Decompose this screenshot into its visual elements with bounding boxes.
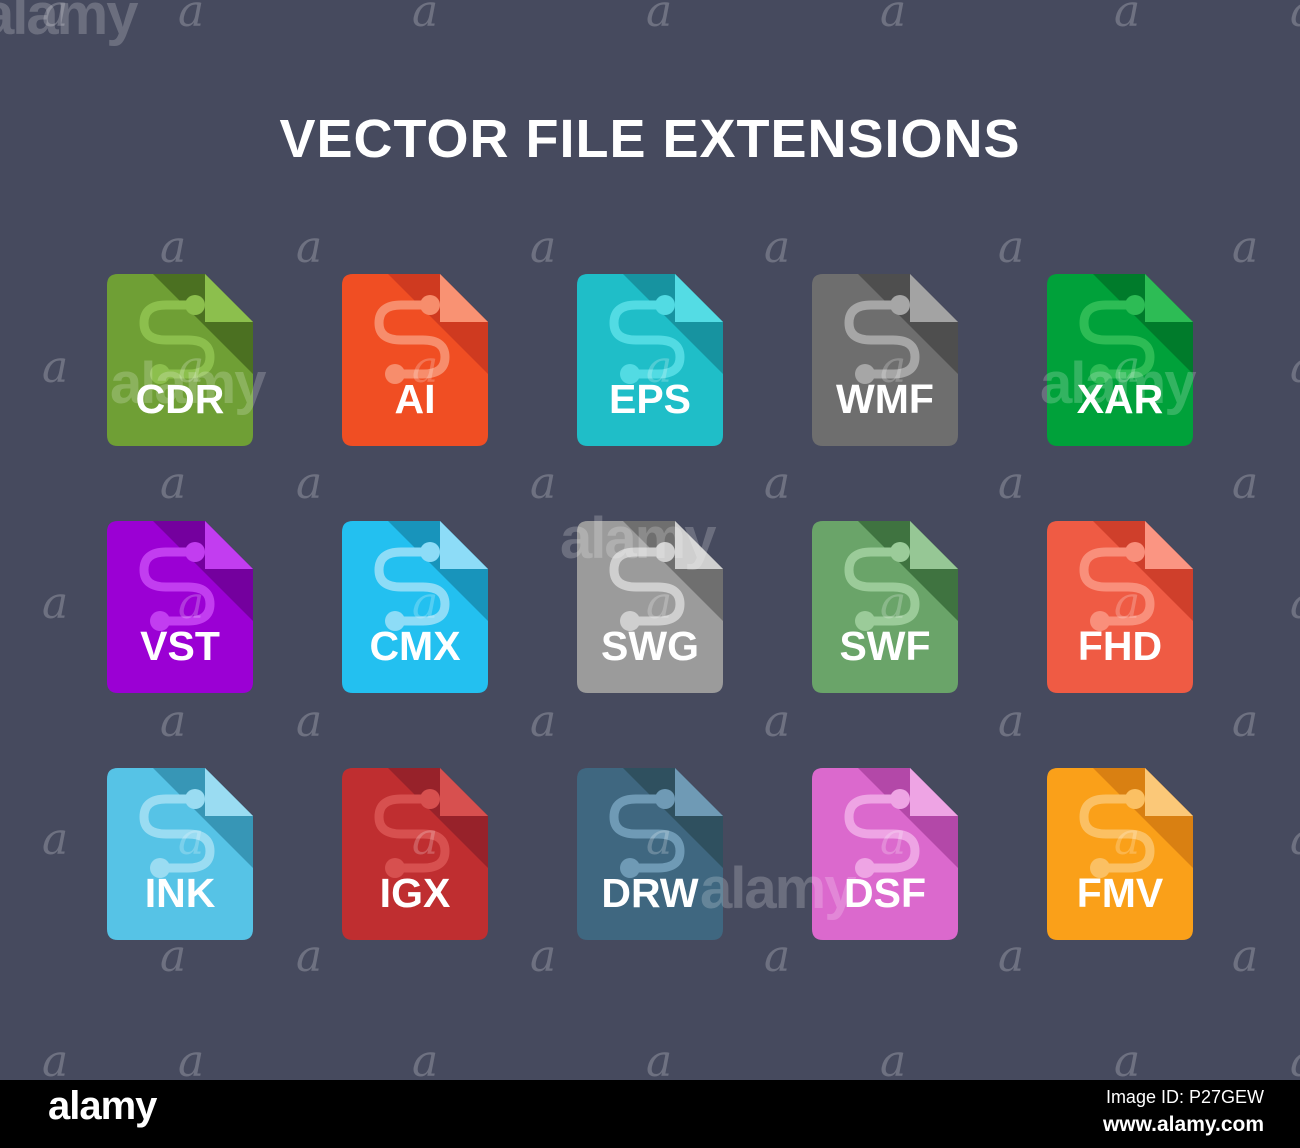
watermark-letter: a (1114, 0, 1141, 37)
watermark-letter: a (178, 0, 205, 37)
watermark-letter: a (646, 0, 673, 37)
watermark-letter: a (42, 0, 69, 37)
watermark-letter: a (42, 1036, 69, 1081)
file-extension-icon-fmv[interactable]: FMV (1047, 768, 1193, 940)
file-extension-icon-eps[interactable]: EPS (577, 274, 723, 446)
alamy-url-label[interactable]: www.alamy.com (1102, 1113, 1264, 1136)
file-extension-icon-swf[interactable]: SWF (812, 521, 958, 693)
file-extension-icon-fhd[interactable]: FHD (1047, 521, 1193, 693)
file-extension-icon-ink[interactable]: INK (107, 768, 253, 940)
watermark-letter: a (764, 222, 791, 273)
page-title: VECTOR FILE EXTENSIONS (279, 109, 1021, 169)
watermark-letter: a (998, 222, 1025, 273)
file-extension-icon-drw[interactable]: DRW (577, 768, 723, 940)
watermark-letter: a (1290, 1040, 1300, 1081)
file-extension-icon-vst[interactable]: VST (107, 521, 253, 693)
file-extension-icon-cmx[interactable]: CMX (342, 521, 488, 693)
watermark-letter: a (160, 222, 187, 273)
file-extension-icon-wmf[interactable]: WMF (812, 274, 958, 446)
watermark-letter: a (412, 1036, 439, 1081)
watermark-letter: a (530, 222, 557, 273)
file-extension-icon-swg[interactable]: SWG (577, 521, 723, 693)
watermark-letter: a (178, 1036, 205, 1081)
watermark-letter: a (1290, 0, 1300, 34)
footer-bar: alamy Image ID: P27GEW www.alamy.com (0, 1080, 1300, 1148)
icon-row: INK IGX DRW DSF FMV (0, 768, 1300, 1015)
watermark-letter: a (1114, 1036, 1141, 1081)
watermark-letter: a (880, 1036, 907, 1081)
watermark-word: alamy (0, 0, 138, 47)
icon-row: VST CMX SWG SWF FHD (0, 521, 1300, 768)
file-extension-icon-igx[interactable]: IGX (342, 768, 488, 940)
icon-grid: CDR AI EPS WMF XAR VST CMX SWG SWF FHD INK IGX DRW DS… (0, 274, 1300, 1015)
file-extension-icon-cdr[interactable]: CDR (107, 274, 253, 446)
file-extension-icon-xar[interactable]: XAR (1047, 274, 1193, 446)
watermark-letter: a (296, 222, 323, 273)
image-id-label: Image ID: P27GEW (1105, 1087, 1264, 1107)
icon-row: CDR AI EPS WMF XAR (0, 274, 1300, 521)
file-extension-icon-dsf[interactable]: DSF (812, 768, 958, 940)
watermark-letter: a (646, 1036, 673, 1081)
watermark-letter: a (880, 0, 907, 37)
watermark-letter: a (1232, 222, 1259, 273)
watermark-letter: a (412, 0, 439, 37)
alamy-logo: alamy (48, 1084, 157, 1128)
file-extension-icon-ai[interactable]: AI (342, 274, 488, 446)
